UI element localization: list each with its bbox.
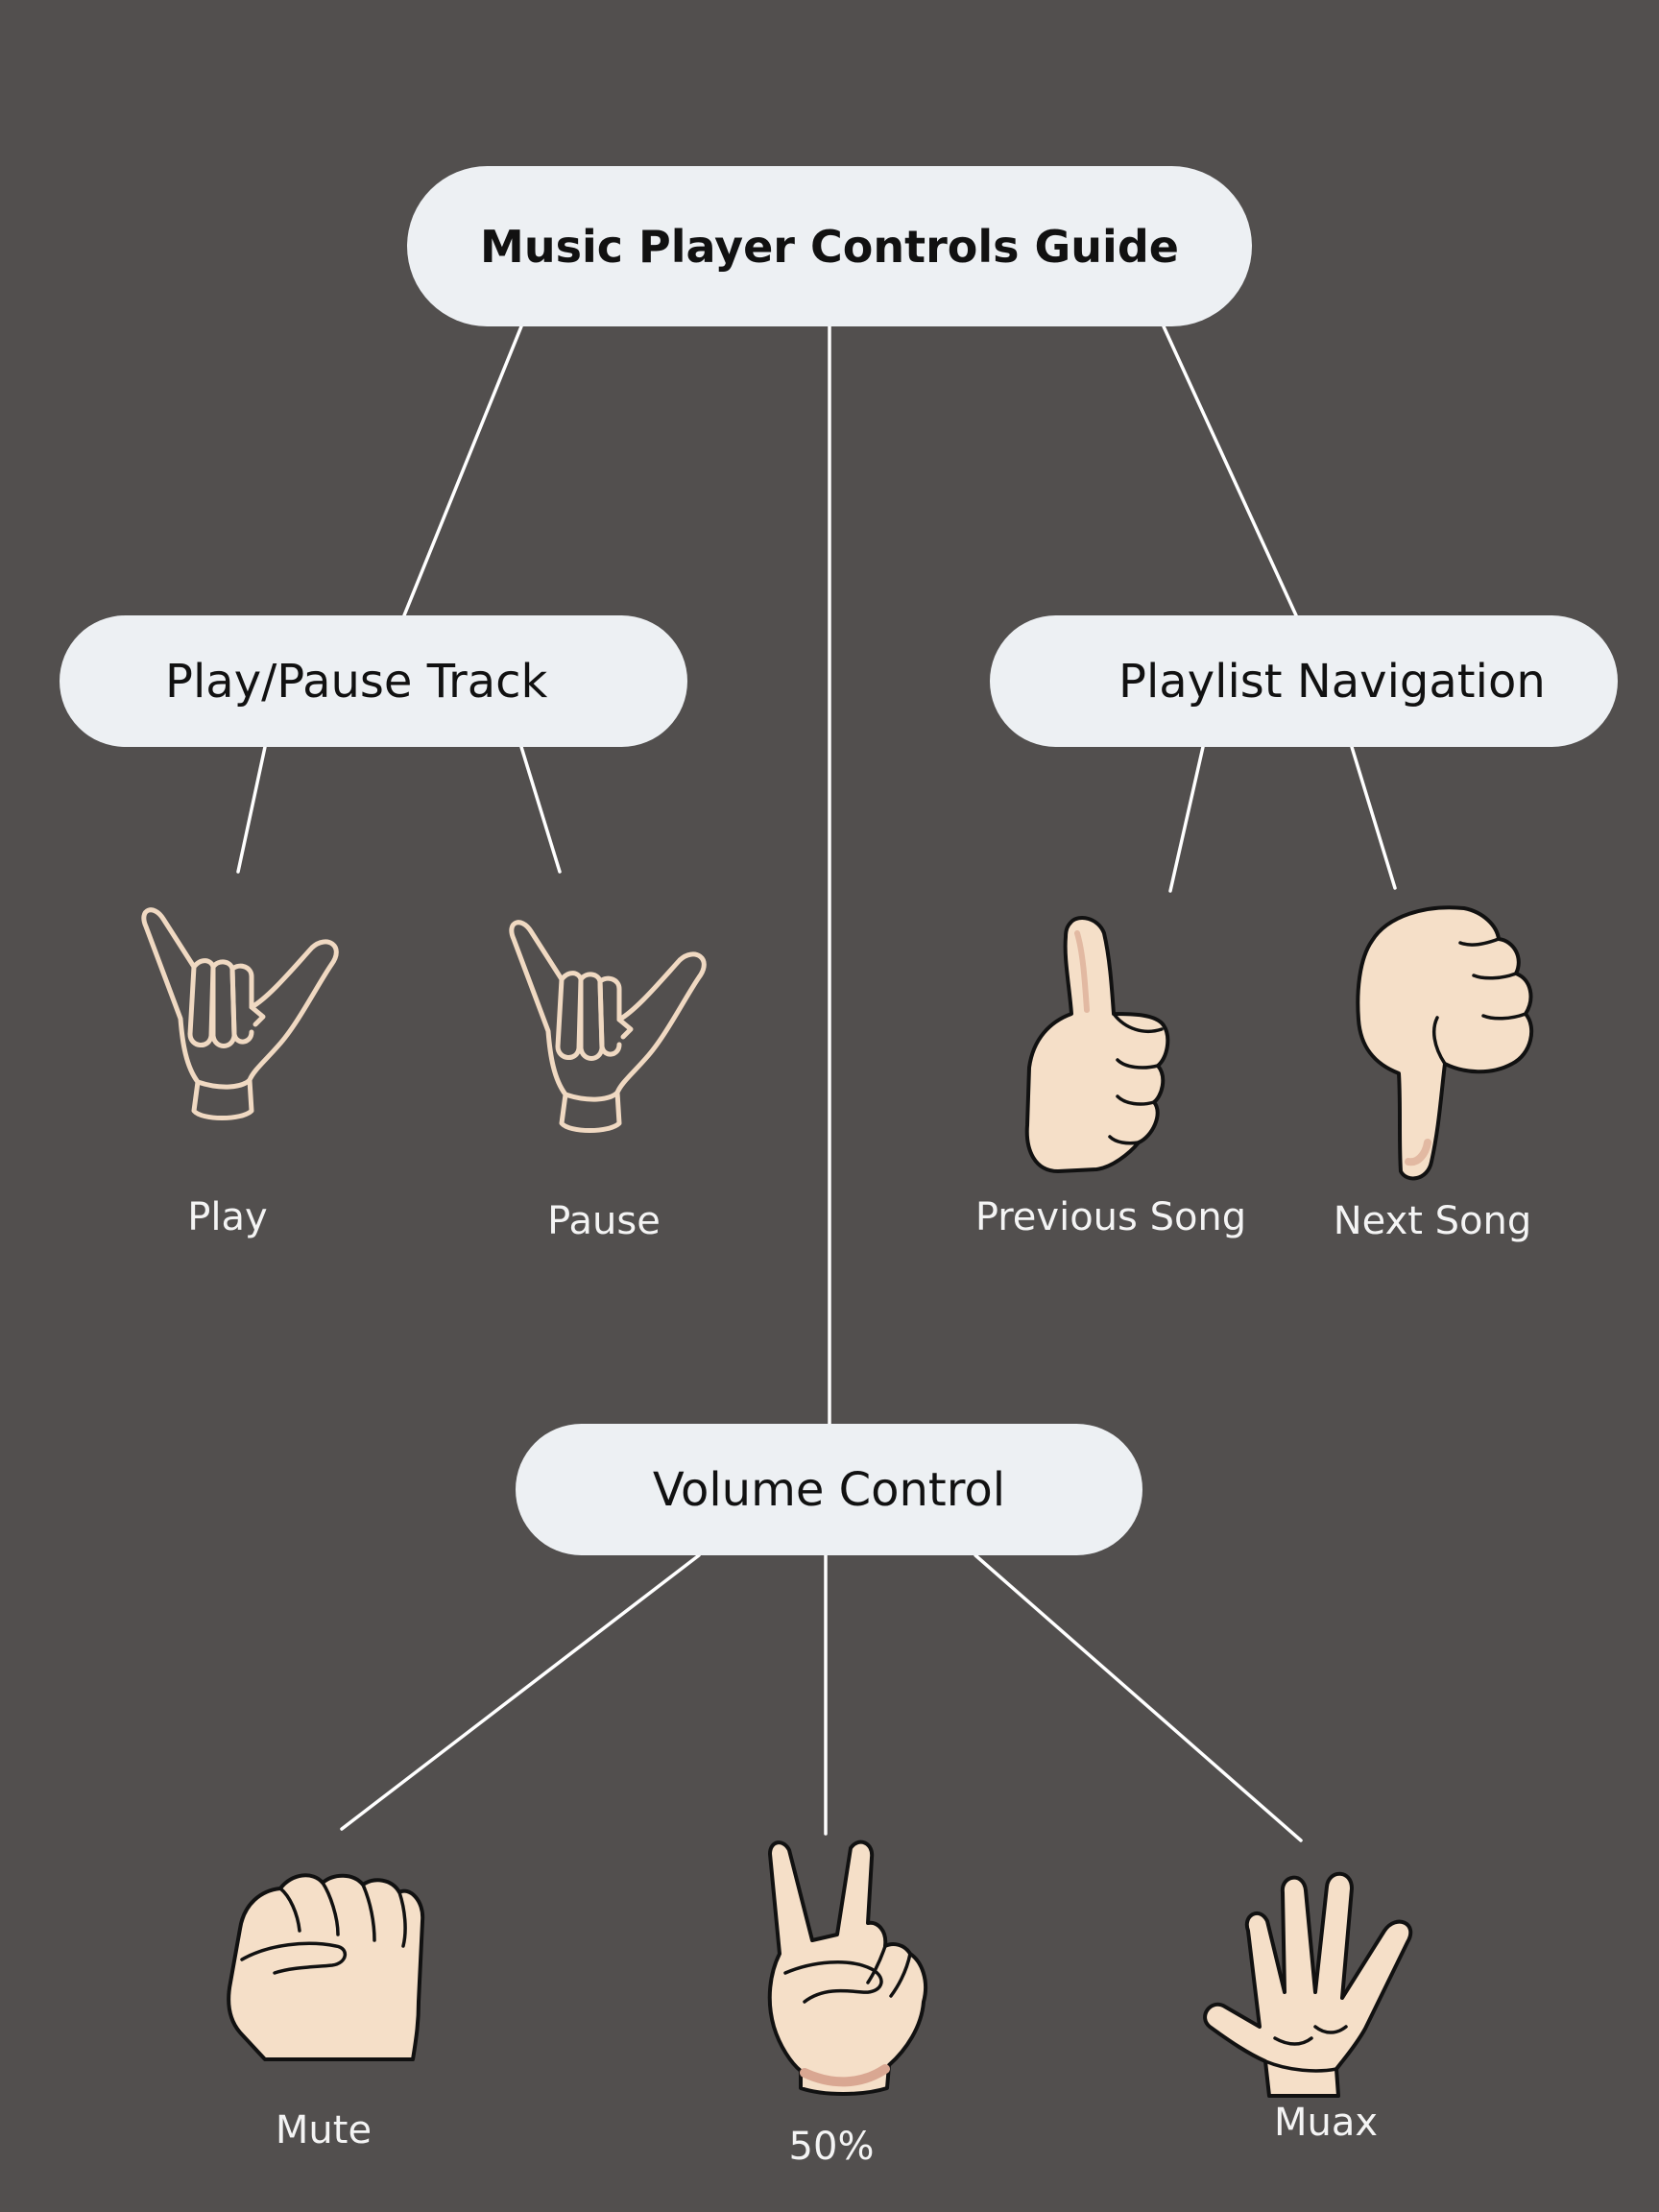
connector-playlist-to-next: [1350, 745, 1397, 890]
thumbs-down-icon: [1356, 905, 1534, 1181]
open-palm-icon: [1203, 1871, 1413, 2098]
volume-control-label: Volume Control: [652, 1462, 1006, 1517]
fifty-percent-caption: 50%: [788, 2125, 875, 2169]
diagram-title-node: Music Player Controls Guide: [407, 166, 1252, 326]
play-caption: Play: [187, 1195, 268, 1239]
previous-song-caption: Previous Song: [974, 1195, 1247, 1239]
pause-caption: Pause: [547, 1199, 661, 1243]
connector-play-pause-to-pause: [519, 745, 562, 874]
play-pause-node: Play/Pause Track: [60, 615, 687, 747]
diagram-title: Music Player Controls Guide: [480, 220, 1179, 273]
playlist-navigation-node: Playlist Navigation: [990, 615, 1618, 747]
fist-icon: [227, 1873, 425, 2061]
connector-root-to-play-pause: [402, 325, 523, 617]
next-song-caption: Next Song: [1333, 1199, 1532, 1243]
connector-volume-to-max: [974, 1553, 1303, 1842]
volume-control-node: Volume Control: [516, 1424, 1142, 1555]
shaka-hand-icon: [141, 907, 339, 1120]
play-pause-label: Play/Pause Track: [165, 654, 548, 709]
connector-playlist-to-previous: [1168, 745, 1205, 893]
peace-sign-icon: [767, 1839, 928, 2096]
connector-root-to-playlist: [1162, 325, 1298, 617]
mute-caption: Mute: [275, 2108, 373, 2152]
max-caption: Muax: [1273, 2101, 1379, 2145]
playlist-navigation-label: Playlist Navigation: [1118, 654, 1546, 709]
connector-volume-to-mute: [340, 1553, 701, 1831]
shaka-hand-icon: [509, 920, 707, 1133]
thumbs-up-icon: [1024, 916, 1170, 1173]
connector-play-pause-to-play: [236, 745, 267, 874]
